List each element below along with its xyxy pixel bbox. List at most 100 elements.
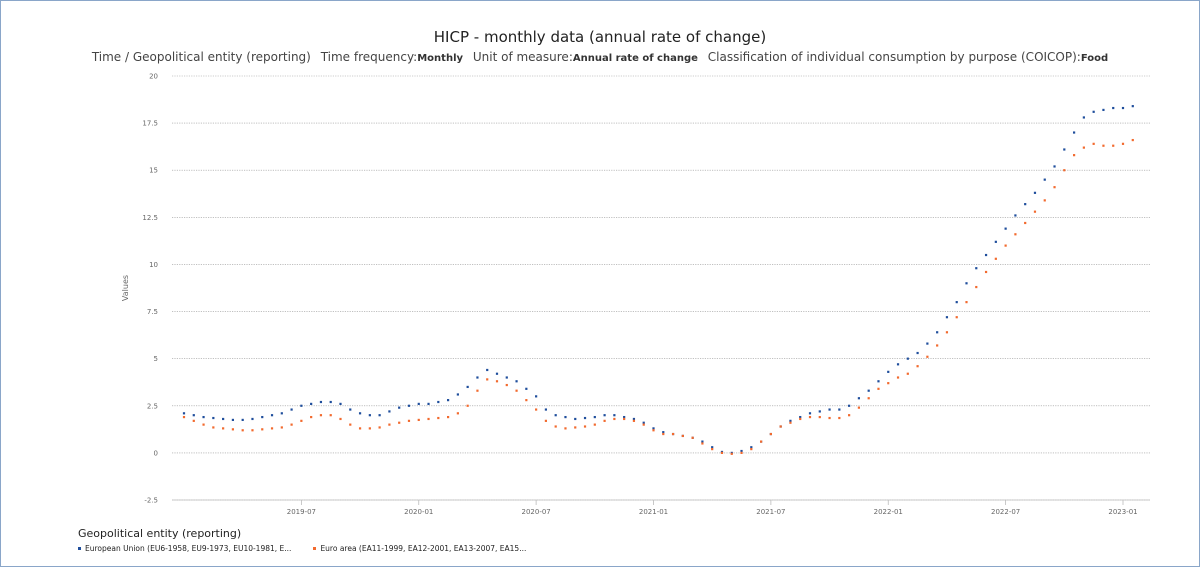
eu-point <box>838 408 841 411</box>
euro-area-point <box>1092 142 1095 145</box>
subtitle-frequency-value: Monthly <box>417 53 464 64</box>
legend: European Union (EU6-1958, EU9-1973, EU10… <box>78 544 526 553</box>
euro-area-point <box>554 425 557 428</box>
x-tick-label: 2022-07 <box>991 508 1020 516</box>
euro-area-point <box>642 423 645 426</box>
euro-area-point <box>290 423 293 426</box>
eu-point <box>1131 105 1134 108</box>
euro-area-point <box>1004 244 1007 247</box>
euro-area-point <box>544 419 548 422</box>
euro-area-point <box>202 423 205 426</box>
y-tick-label: 17.5 <box>142 120 158 128</box>
euro-area-point <box>456 412 459 415</box>
eu-point <box>339 402 342 405</box>
euro-area-point <box>222 427 225 430</box>
y-tick-label: 0 <box>154 449 158 457</box>
eu-point <box>417 402 420 405</box>
euro-area-point <box>1102 144 1105 147</box>
euro-area-point <box>711 448 714 451</box>
eu-point <box>906 357 909 360</box>
eu-point <box>486 368 489 372</box>
euro-area-point <box>652 429 655 432</box>
y-tick-label: -2.5 <box>144 497 158 505</box>
eu-point <box>319 400 323 404</box>
eu-point <box>495 372 499 375</box>
euro-area-point <box>808 415 812 419</box>
euro-area-point <box>270 427 274 430</box>
eu-point <box>300 404 303 407</box>
euro-area-point <box>466 404 469 407</box>
eu-point <box>711 446 714 449</box>
eu-point <box>564 415 567 419</box>
euro-area-point <box>417 418 420 422</box>
eu-point <box>388 410 391 413</box>
eu-point <box>476 376 479 379</box>
euro-area-point <box>231 428 235 431</box>
eu-point <box>808 412 812 415</box>
euro-area-point <box>799 417 802 421</box>
eu-point <box>212 416 215 420</box>
euro-area-point <box>975 285 978 289</box>
eu-point <box>398 406 401 409</box>
eu-point <box>818 410 821 413</box>
eu-point <box>270 414 274 417</box>
euro-area-point <box>1131 138 1134 142</box>
euro-area-point <box>945 331 949 334</box>
euro-area-point <box>740 451 743 454</box>
euro-area-point <box>750 448 753 451</box>
euro-area-point <box>671 432 675 436</box>
euro-area-point <box>358 427 362 430</box>
legend-item-eu[interactable]: European Union (EU6-1958, EU9-1973, EU10… <box>78 544 291 553</box>
euro-area-point <box>476 389 479 392</box>
euro-area-point <box>388 423 391 426</box>
euro-area-point <box>769 432 772 436</box>
euro-area-point <box>535 408 538 411</box>
euro-area-point <box>368 427 371 430</box>
euro-area-point <box>632 419 636 422</box>
euro-area-point <box>427 417 430 421</box>
eu-point <box>358 412 362 415</box>
euro-area-point <box>1112 144 1115 147</box>
eu-point <box>261 415 264 419</box>
euro-area-point <box>339 417 342 421</box>
euro-area-point <box>1121 142 1125 145</box>
eu-point <box>896 363 900 366</box>
euro-area-point <box>720 451 724 454</box>
euro-area-point <box>241 429 244 432</box>
y-axis-title: Values <box>121 275 130 301</box>
eu-point <box>994 240 997 243</box>
legend-marker-euro-area <box>313 547 317 550</box>
eu-point <box>887 370 890 373</box>
eu-point <box>662 431 665 434</box>
eu-point <box>593 415 596 419</box>
euro-area-point <box>1053 186 1056 189</box>
eu-point <box>1082 116 1085 119</box>
eu-point <box>1014 214 1017 217</box>
x-tick-label: 2019-07 <box>287 508 316 516</box>
eu-point <box>1102 108 1105 112</box>
eu-point <box>505 376 508 379</box>
eu-point <box>916 351 919 355</box>
eu-point <box>310 402 313 405</box>
eu-point <box>701 440 704 443</box>
x-tick-label: 2020-07 <box>522 508 551 516</box>
euro-area-point <box>848 414 851 417</box>
subtitle-coicop-label: Classification of individual consumption… <box>707 50 1081 64</box>
eu-point <box>427 402 430 405</box>
eu-point <box>241 418 244 422</box>
eu-point <box>1072 131 1076 134</box>
eu-point <box>456 393 459 396</box>
eu-point <box>965 282 968 285</box>
eu-point <box>349 408 352 411</box>
eu-point <box>926 342 929 345</box>
y-tick-label: 15 <box>149 167 158 175</box>
euro-area-point <box>486 378 489 381</box>
legend-item-euro-area[interactable]: Euro area (EA11-1999, EA12-2001, EA13-20… <box>313 544 526 553</box>
eu-point <box>867 389 870 392</box>
eu-point <box>984 253 988 257</box>
eu-point <box>192 414 195 417</box>
euro-area-point <box>564 427 567 430</box>
euro-area-point <box>828 416 831 420</box>
eu-point <box>1112 106 1115 110</box>
euro-area-point <box>182 415 186 419</box>
